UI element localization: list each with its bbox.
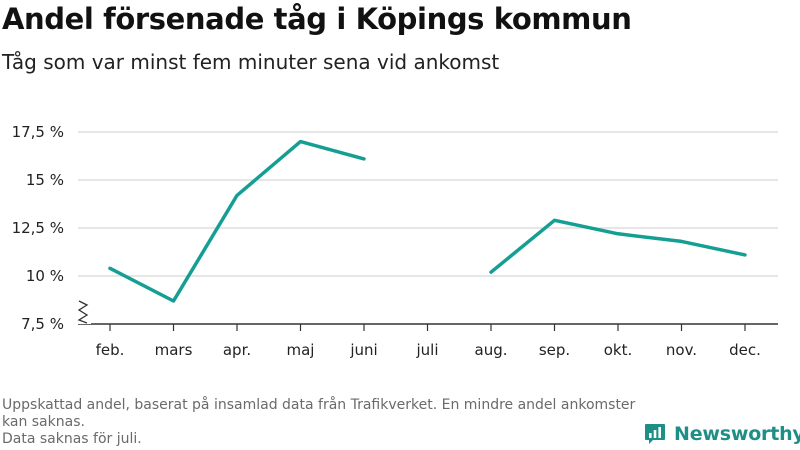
y-tick-label: 10 % <box>26 267 64 285</box>
x-tick-label: sep. <box>539 341 570 359</box>
x-tick-label: maj <box>287 341 315 359</box>
y-tick-label: 7,5 % <box>21 315 64 333</box>
x-tick-label: apr. <box>223 341 251 359</box>
chart-subtitle: Tåg som var minst fem minuter sena vid a… <box>2 50 500 74</box>
footnote-missing-data: Data saknas för juli. <box>2 431 142 447</box>
x-tick-label: juni <box>349 341 377 359</box>
series-layer <box>108 139 747 303</box>
grid-layer <box>78 131 778 277</box>
x-tick-label: nov. <box>666 341 697 359</box>
x-tick-label: mars <box>155 341 193 359</box>
x-axis: feb. mars apr. maj juni juli aug. sep. okt. nov. d… <box>78 323 778 359</box>
brand-logo: Newsworthy <box>644 420 800 448</box>
x-tick-label: dec. <box>729 341 761 359</box>
footnote-source: Uppskattad andel, baserat på insamlad da… <box>2 397 636 430</box>
series-line <box>108 139 366 303</box>
line-chart: 7,5 % 10 % 12,5 % 15 % 17,5 % feb. mars apr. ma… <box>12 123 778 359</box>
chart-title: Andel försenade tåg i Köpings kommun <box>2 2 632 36</box>
y-tick-label: 17,5 % <box>12 123 64 141</box>
series-line <box>489 218 747 274</box>
brand-name: Newsworthy <box>674 423 800 445</box>
newsworthy-logo-icon <box>645 424 665 444</box>
footnote: Uppskattad andel, baserat på insamlad da… <box>2 397 642 448</box>
axis-break-icon <box>75 300 91 324</box>
x-tick-label: okt. <box>604 341 633 359</box>
y-axis-ticks: 7,5 % 10 % 12,5 % 15 % 17,5 % <box>12 123 64 333</box>
x-tick-label: juli <box>415 341 438 359</box>
x-tick-label: feb. <box>96 341 125 359</box>
y-tick-label: 15 % <box>26 171 64 189</box>
y-tick-label: 12,5 % <box>12 219 64 237</box>
axis-break-zigzag <box>77 300 89 324</box>
x-tick-label: aug. <box>475 341 508 359</box>
